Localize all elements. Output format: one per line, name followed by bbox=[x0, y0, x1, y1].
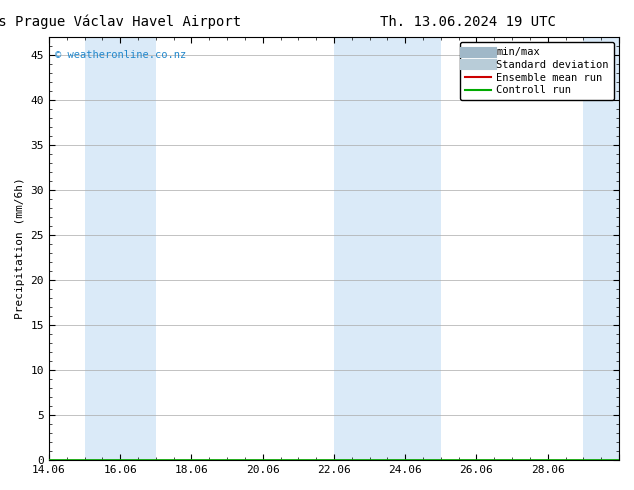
Text: Th. 13.06.2024 19 UTC: Th. 13.06.2024 19 UTC bbox=[380, 15, 556, 29]
Text: © weatheronline.co.nz: © weatheronline.co.nz bbox=[55, 50, 186, 60]
Bar bbox=[583, 37, 619, 460]
Y-axis label: Precipitation (mm/6h): Precipitation (mm/6h) bbox=[15, 178, 25, 319]
Legend: min/max, Standard deviation, Ensemble mean run, Controll run: min/max, Standard deviation, Ensemble me… bbox=[460, 42, 614, 100]
Bar bbox=[334, 37, 441, 460]
Text: ENS Time Series Prague Václav Havel Airport: ENS Time Series Prague Václav Havel Airp… bbox=[0, 15, 241, 29]
Bar bbox=[84, 37, 156, 460]
